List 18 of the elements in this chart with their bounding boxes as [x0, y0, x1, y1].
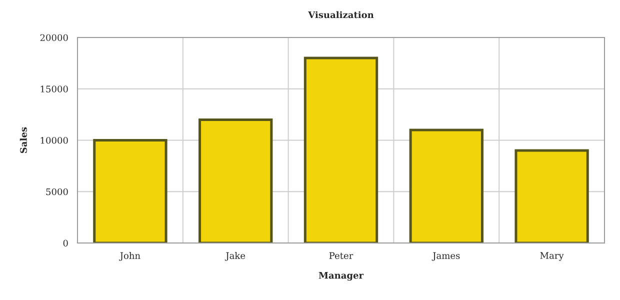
y-tick-label: 0	[63, 240, 68, 247]
x-tick-label: Jake	[224, 252, 246, 261]
bar	[514, 149, 589, 243]
y-axis-title: Sales	[20, 127, 27, 153]
x-axis-title: Manager	[318, 272, 364, 281]
x-tick-label: Peter	[329, 252, 354, 260]
bar	[409, 128, 484, 243]
x-tick-label: James	[432, 252, 460, 261]
bar	[304, 56, 378, 243]
y-tick-label: 20000	[40, 34, 68, 42]
y-tick-label: 10000	[40, 136, 68, 144]
chart-title: Visualization	[308, 11, 374, 18]
bar	[93, 139, 168, 243]
bar	[198, 118, 273, 243]
y-tick-label: 15000	[40, 86, 68, 92]
y-tick-label: 5000	[46, 188, 68, 196]
x-tick-label: John	[119, 252, 140, 261]
x-tick-label: Mary	[540, 252, 564, 261]
